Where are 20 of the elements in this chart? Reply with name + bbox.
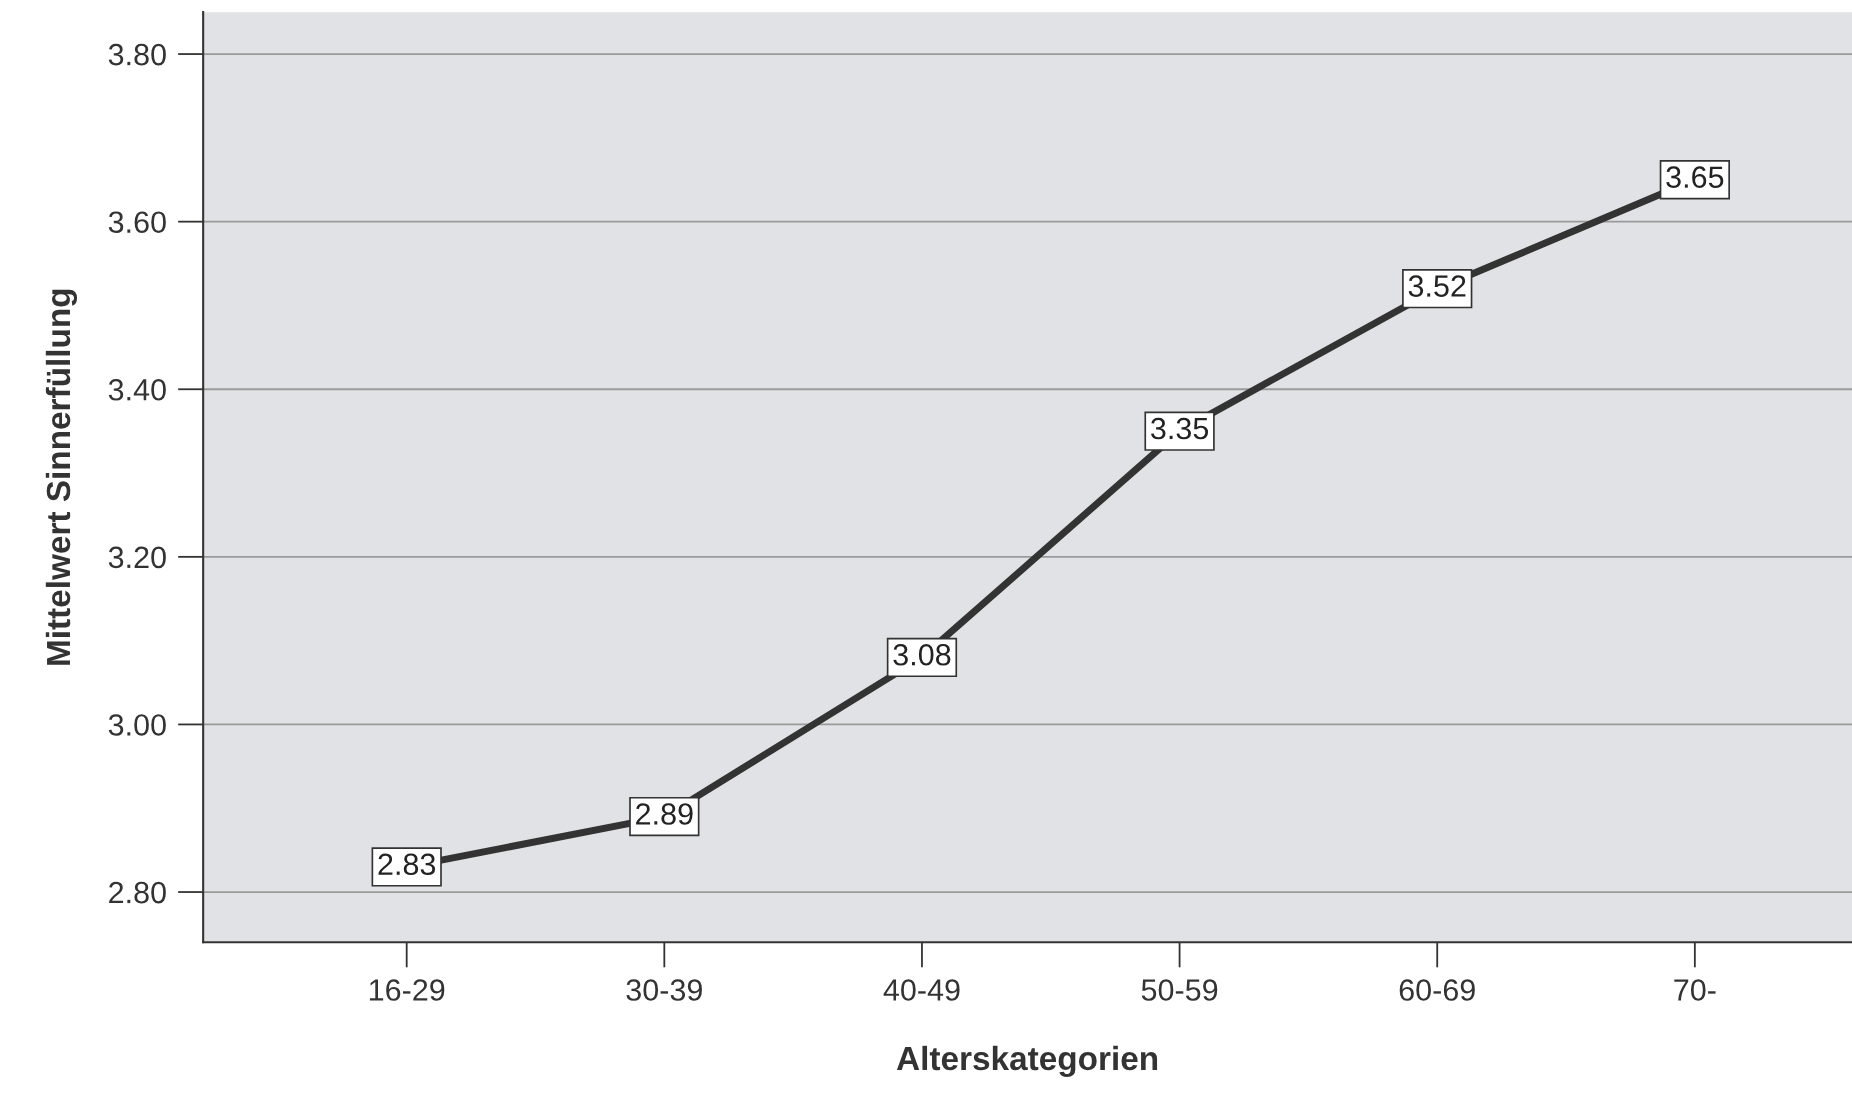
- x-tick-label: 60-69: [1399, 979, 1475, 1001]
- data-label: 3.35: [1151, 417, 1209, 440]
- x-tick-label: 30-39: [626, 979, 702, 1001]
- y-tick-label: 3.00: [108, 714, 166, 736]
- x-axis-title: Alterskategorien: [896, 1045, 1158, 1078]
- y-tick-label: 3.40: [108, 378, 166, 401]
- y-tick-label: 3.80: [108, 43, 166, 66]
- data-label: 3.08: [893, 643, 951, 666]
- y-tick-label: 2.80: [109, 881, 166, 904]
- data-label: 2.89: [636, 803, 693, 825]
- x-tick-label: 40-49: [883, 979, 960, 1001]
- y-tick-label: 3.20: [108, 546, 166, 569]
- x-tick-label: 16-29: [369, 979, 445, 1001]
- data-label: 3.52: [1408, 275, 1466, 297]
- y-axis-title: Mittelwert Sinnerfüllung: [45, 289, 78, 665]
- data-label: 3.65: [1666, 166, 1724, 188]
- y-tick-label: 3.60: [108, 211, 166, 234]
- data-label: 2.83: [378, 853, 436, 876]
- x-tick-label: 50-59: [1141, 979, 1218, 1001]
- x-tick-label: 70-: [1674, 979, 1716, 1001]
